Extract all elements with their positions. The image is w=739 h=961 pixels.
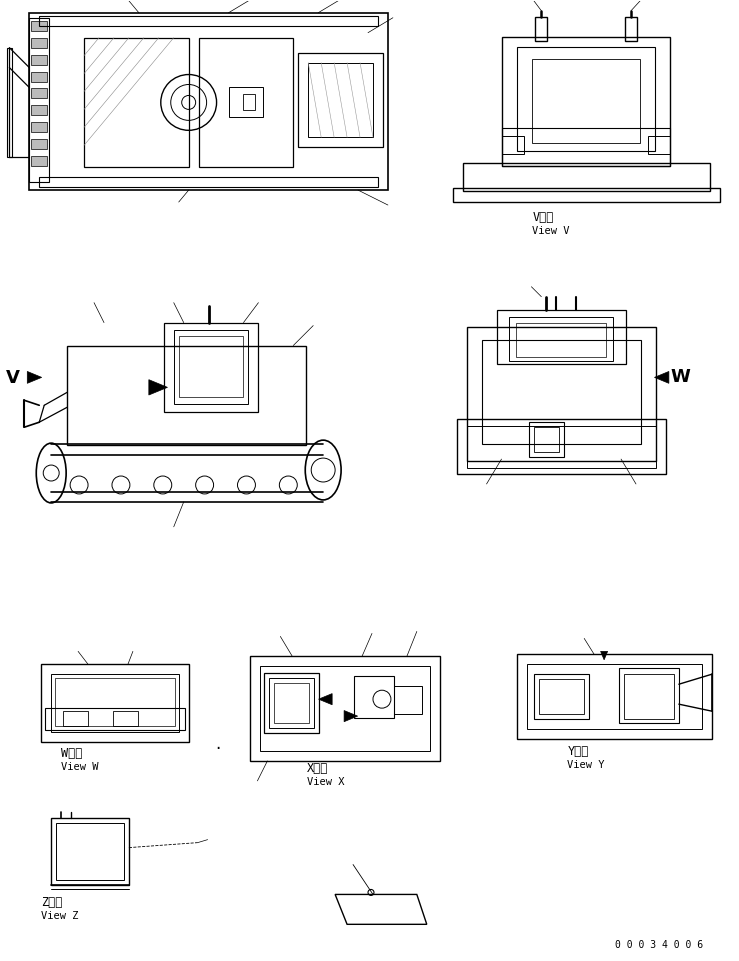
Text: W　視: W 視 [61, 746, 83, 759]
Bar [51, 675, 179, 732]
Bar [63, 711, 88, 727]
Polygon shape [344, 711, 358, 722]
Bar [30, 18, 50, 183]
Text: View W: View W [61, 761, 99, 771]
Bar [113, 711, 138, 727]
Bar [529, 423, 565, 457]
Bar [482, 340, 641, 445]
Bar [308, 63, 373, 138]
Bar [299, 54, 383, 148]
Bar [503, 37, 670, 167]
Bar [497, 310, 626, 365]
Bar [31, 72, 47, 83]
Bar [466, 328, 656, 461]
Text: W: W [671, 368, 691, 386]
Bar [532, 60, 640, 144]
Bar [503, 137, 525, 155]
Text: View Y: View Y [568, 759, 605, 769]
Bar [354, 677, 394, 719]
Bar [179, 336, 243, 398]
Bar [517, 48, 655, 152]
Bar [528, 665, 702, 729]
Bar [39, 178, 378, 188]
Bar [535, 17, 548, 41]
Bar [228, 88, 263, 118]
Bar [270, 678, 314, 728]
Polygon shape [149, 381, 168, 396]
Bar [274, 683, 309, 724]
Bar [31, 123, 47, 134]
Bar [260, 667, 430, 752]
Bar [243, 95, 256, 111]
Bar [39, 16, 378, 27]
Bar [55, 678, 174, 727]
Bar [84, 38, 188, 168]
Bar [466, 427, 656, 469]
Polygon shape [27, 372, 41, 383]
Bar [31, 107, 47, 116]
Bar [625, 17, 637, 41]
Text: Y　視: Y 視 [568, 744, 589, 757]
Bar [164, 323, 259, 413]
Polygon shape [601, 652, 607, 660]
Bar [648, 137, 670, 155]
Bar [503, 129, 670, 167]
Bar [624, 675, 674, 720]
Bar [174, 331, 248, 405]
Text: V: V [7, 369, 20, 387]
Bar [31, 38, 47, 49]
Bar [67, 346, 306, 446]
Bar [51, 818, 129, 885]
Polygon shape [655, 372, 669, 383]
Bar [619, 669, 679, 724]
Bar [517, 654, 712, 739]
Bar [31, 22, 47, 32]
Bar [251, 656, 440, 761]
Bar [265, 674, 319, 733]
Bar [457, 420, 666, 475]
Bar [56, 823, 124, 880]
Bar [31, 56, 47, 65]
Bar [31, 157, 47, 167]
Text: Z　視: Z 視 [41, 896, 63, 908]
Bar [394, 686, 422, 714]
Text: View Z: View Z [41, 910, 79, 921]
Polygon shape [319, 694, 332, 705]
Text: X　視: X 視 [307, 761, 329, 775]
Bar [463, 164, 709, 192]
Text: View V: View V [532, 226, 570, 235]
Bar [31, 89, 47, 99]
Text: .: . [216, 734, 221, 752]
Bar [199, 38, 293, 168]
Bar [30, 13, 388, 191]
Bar [7, 49, 13, 158]
Bar [453, 189, 720, 203]
Bar [31, 140, 47, 150]
Text: View X: View X [307, 776, 344, 786]
Bar [509, 317, 613, 362]
Bar [534, 675, 589, 720]
Bar [517, 323, 606, 358]
Text: 0 0 0 3 4 0 0 6: 0 0 0 3 4 0 0 6 [615, 939, 704, 949]
Bar [539, 679, 585, 714]
Bar [45, 708, 185, 730]
Text: V　視: V 視 [532, 210, 554, 224]
Bar [534, 428, 559, 453]
Bar [41, 665, 188, 742]
